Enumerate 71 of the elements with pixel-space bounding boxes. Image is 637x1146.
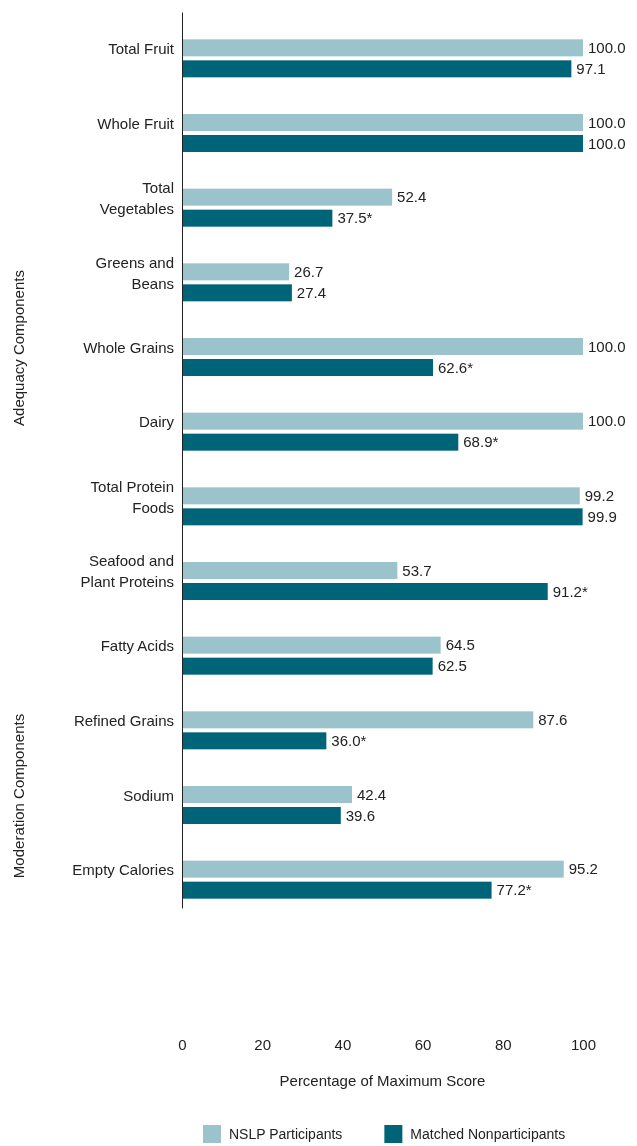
data-label: 99.2	[584, 487, 614, 505]
bar	[182, 188, 393, 206]
data-label: 26.7	[294, 263, 324, 281]
bar	[182, 338, 583, 355]
data-label: 39.6	[345, 806, 375, 824]
bar	[182, 60, 572, 78]
x-tick-label: 0	[178, 1035, 187, 1053]
bar	[182, 732, 327, 750]
bar	[182, 114, 583, 131]
bar	[182, 209, 333, 227]
data-label: 100.0	[588, 113, 626, 131]
bar	[182, 583, 548, 600]
data-label: 77.2*	[496, 881, 532, 899]
y-tick-label: Seafood and Plant Proteins	[80, 552, 174, 591]
y-tick-label: Total Vegetables	[99, 178, 174, 217]
y-tick-label: Whole Fruit	[97, 114, 175, 132]
data-label: 100.0	[588, 39, 626, 57]
data-label: 97.1	[576, 60, 606, 78]
x-tick-label: 20	[254, 1035, 272, 1053]
bar	[182, 412, 583, 430]
legend-label: Matched Nonparticipants	[410, 1125, 566, 1142]
bar	[182, 881, 492, 899]
x-tick-label: 60	[414, 1035, 432, 1053]
bar	[182, 508, 583, 526]
y-tick-label: Refined Grains	[73, 712, 174, 730]
data-label: 87.6	[538, 711, 568, 729]
bar	[182, 636, 441, 654]
bar	[182, 39, 583, 57]
data-label: 91.2*	[552, 582, 588, 600]
y-tick-label: Total Fruit	[108, 40, 175, 58]
data-label: 37.5*	[337, 209, 373, 227]
bar	[182, 359, 434, 376]
data-label: 42.4	[357, 785, 387, 803]
bar	[182, 657, 433, 675]
x-tick-label: 100	[570, 1035, 597, 1053]
bar	[182, 786, 353, 803]
bar	[182, 284, 292, 302]
data-label: 27.4	[296, 284, 327, 302]
y-tick-label: Greens and Beans	[95, 253, 174, 292]
data-label: 62.5	[437, 657, 467, 675]
data-label: 95.2	[568, 860, 598, 878]
text: Adequacy Components	[10, 270, 27, 426]
y-tick-label: Fatty Acids	[100, 637, 174, 655]
bar	[182, 562, 398, 579]
text: Moderation Components	[10, 713, 27, 879]
y-tick-label: Whole Grains	[83, 338, 174, 356]
y-tick-label: Dairy	[138, 413, 175, 431]
data-label: 53.7	[402, 561, 432, 579]
data-label: 100.0	[588, 337, 626, 355]
data-label: 99.9	[587, 508, 617, 526]
data-label: 52.4	[397, 188, 427, 206]
bar	[182, 807, 341, 824]
data-label: 62.6*	[438, 358, 474, 376]
y-tick-label: Empty Calories	[72, 861, 174, 879]
data-label: 100.0	[588, 412, 626, 430]
bar	[182, 860, 564, 878]
data-label: 64.5	[445, 636, 475, 654]
data-label: 36.0*	[331, 732, 367, 750]
legend-label: NSLP Participants	[229, 1125, 343, 1142]
bar	[182, 135, 583, 152]
bar	[182, 433, 459, 451]
bar	[182, 487, 580, 505]
bar	[182, 263, 290, 281]
x-tick-label: 80	[494, 1035, 512, 1053]
bar	[182, 711, 534, 729]
data-label: 68.9*	[463, 433, 499, 451]
x-axis-title: Percentage of Maximum Score	[279, 1072, 486, 1089]
y-tick-label: Sodium	[123, 786, 174, 804]
y-tick-label: Total Protein Foods	[90, 477, 174, 516]
x-tick-label: 40	[334, 1035, 352, 1053]
data-label: 100.0	[588, 134, 626, 152]
